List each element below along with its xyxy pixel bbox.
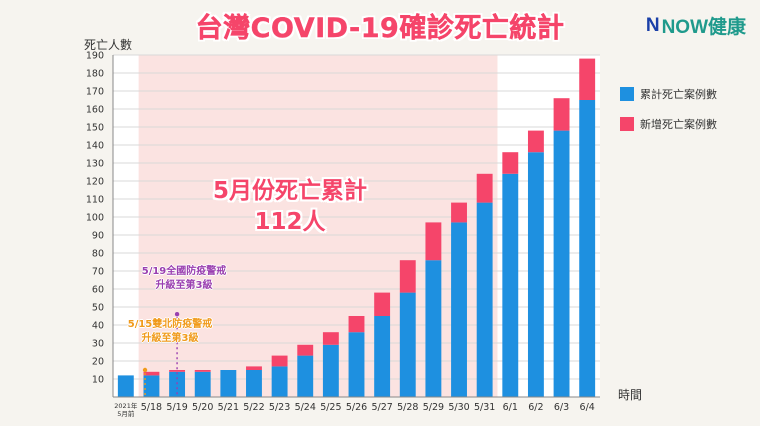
y-tick-label: 20 [92, 357, 104, 368]
x-tick-label: 5/22 [243, 402, 264, 413]
bar-cumulative [169, 371, 186, 397]
x-tick-label: 5/28 [397, 402, 418, 413]
annotation-line: 升級至第3級 [141, 333, 199, 344]
legend-swatch [620, 87, 634, 101]
x-tick-label: 5/25 [320, 402, 341, 413]
bar-new [374, 292, 391, 316]
bar-cumulative [220, 370, 237, 397]
bar-cumulative [322, 344, 339, 397]
highlight-line-1: 5月份死亡累計 [212, 178, 367, 204]
x-tick-label: 5/19 [166, 402, 187, 413]
x-tick-label: 2021年 5月前 [114, 401, 138, 418]
annotation-marker [174, 312, 180, 317]
x-tick-label: 5/29 [423, 402, 444, 413]
y-tick-label: 70 [92, 267, 104, 278]
bar-cumulative [348, 332, 365, 397]
x-tick-label: 5/31 [474, 402, 495, 413]
x-tick-label: 5/26 [346, 402, 367, 413]
y-tick-label: 10 [92, 375, 104, 386]
y-axis-label: 死亡人數 [84, 38, 133, 52]
annotation-line: 升級至第3級 [155, 280, 213, 291]
bar-cumulative [246, 370, 262, 397]
annotation-national-alert: 5/19全國防疫警戒 升級至第3級 [128, 265, 240, 293]
bar-new [322, 332, 339, 345]
x-tick-label: 5/20 [192, 402, 213, 413]
y-tick-label: 30 [92, 339, 104, 350]
legend-item-cumulative: 累計死亡案例數 [620, 86, 717, 102]
bar-cumulative [143, 375, 160, 397]
bar-cumulative [271, 366, 288, 397]
bar-cumulative [451, 222, 467, 397]
brand-mark-icon: N [645, 14, 660, 36]
y-tick-label: 150 [86, 123, 104, 134]
y-tick-label: 160 [86, 105, 104, 116]
y-tick-label: 180 [86, 69, 104, 80]
bar-new [194, 370, 211, 372]
bar-new [169, 370, 186, 372]
bar-new [425, 222, 442, 261]
x-tick-label: 6/3 [554, 402, 569, 413]
bar-cumulative [579, 100, 596, 397]
x-tick-label: 5/30 [448, 402, 469, 413]
legend-label: 新增死亡案例數 [640, 118, 717, 131]
legend-item-new: 新增死亡案例數 [620, 116, 717, 132]
bar-new [451, 202, 467, 223]
y-tick-label: 190 [86, 51, 104, 62]
bar-cumulative [553, 130, 570, 397]
x-tick-label: 6/1 [503, 402, 518, 413]
bar-new [502, 152, 519, 174]
bar-cumulative [527, 152, 544, 397]
y-tick-label: 130 [86, 159, 104, 170]
bar-cumulative [476, 202, 493, 397]
x-tick-label: 6/4 [580, 402, 595, 413]
bar-new [553, 98, 570, 131]
bar-cumulative [297, 355, 314, 397]
x-tick-label: 5/24 [295, 402, 316, 413]
bar-cumulative [425, 260, 442, 397]
bar-cumulative [194, 371, 211, 397]
bar-new [297, 344, 314, 356]
bar-cumulative [399, 292, 416, 397]
highlight-label: 5月份死亡累計 112人 [190, 176, 390, 238]
bar-new [579, 58, 596, 100]
x-tick-label: 5/18 [141, 402, 162, 413]
bar-new [143, 371, 160, 376]
y-tick-label: 100 [86, 213, 104, 224]
annotation-marker [142, 367, 148, 373]
legend-swatch [620, 117, 634, 131]
x-tick-label: 5/27 [371, 402, 392, 413]
x-axis-label: 時間 [618, 388, 643, 402]
brand-name: NOW健康 [661, 17, 746, 38]
y-tick-label: 50 [92, 303, 104, 314]
bar-new [399, 260, 416, 293]
y-tick-label: 90 [92, 231, 104, 242]
bar-cumulative [117, 375, 134, 397]
brand-logo: N NOW健康 [646, 12, 746, 39]
chart-title: 台灣COVID-19確診死亡統計 [195, 13, 565, 44]
bar-new [476, 173, 493, 203]
x-tick-label: 6/2 [528, 402, 543, 413]
bar-new [246, 366, 262, 370]
bar-new [271, 355, 288, 367]
legend: 累計死亡案例數 新增死亡案例數 [620, 86, 717, 146]
highlight-line-2: 112人 [254, 209, 326, 235]
bar-cumulative [502, 173, 519, 397]
x-tick-label: 5/21 [218, 402, 239, 413]
bar-new [527, 130, 544, 153]
y-tick-label: 110 [86, 195, 104, 206]
y-tick-label: 40 [92, 321, 104, 332]
annotation-line: 5/19全國防疫警戒 [141, 266, 227, 277]
annotation-taipei-alert: 5/15雙北防疫警戒 升級至第3級 [110, 318, 230, 346]
y-tick-label: 60 [92, 285, 104, 296]
legend-label: 累計死亡案例數 [640, 88, 717, 101]
bar-new [348, 316, 365, 333]
y-tick-label: 170 [86, 87, 104, 98]
bar-cumulative [374, 316, 391, 397]
x-tick-label: 5/23 [269, 402, 290, 413]
y-tick-label: 120 [86, 177, 104, 188]
y-tick-label: 80 [92, 249, 104, 260]
annotation-line: 5/15雙北防疫警戒 [127, 319, 213, 330]
y-tick-label: 140 [86, 141, 104, 152]
